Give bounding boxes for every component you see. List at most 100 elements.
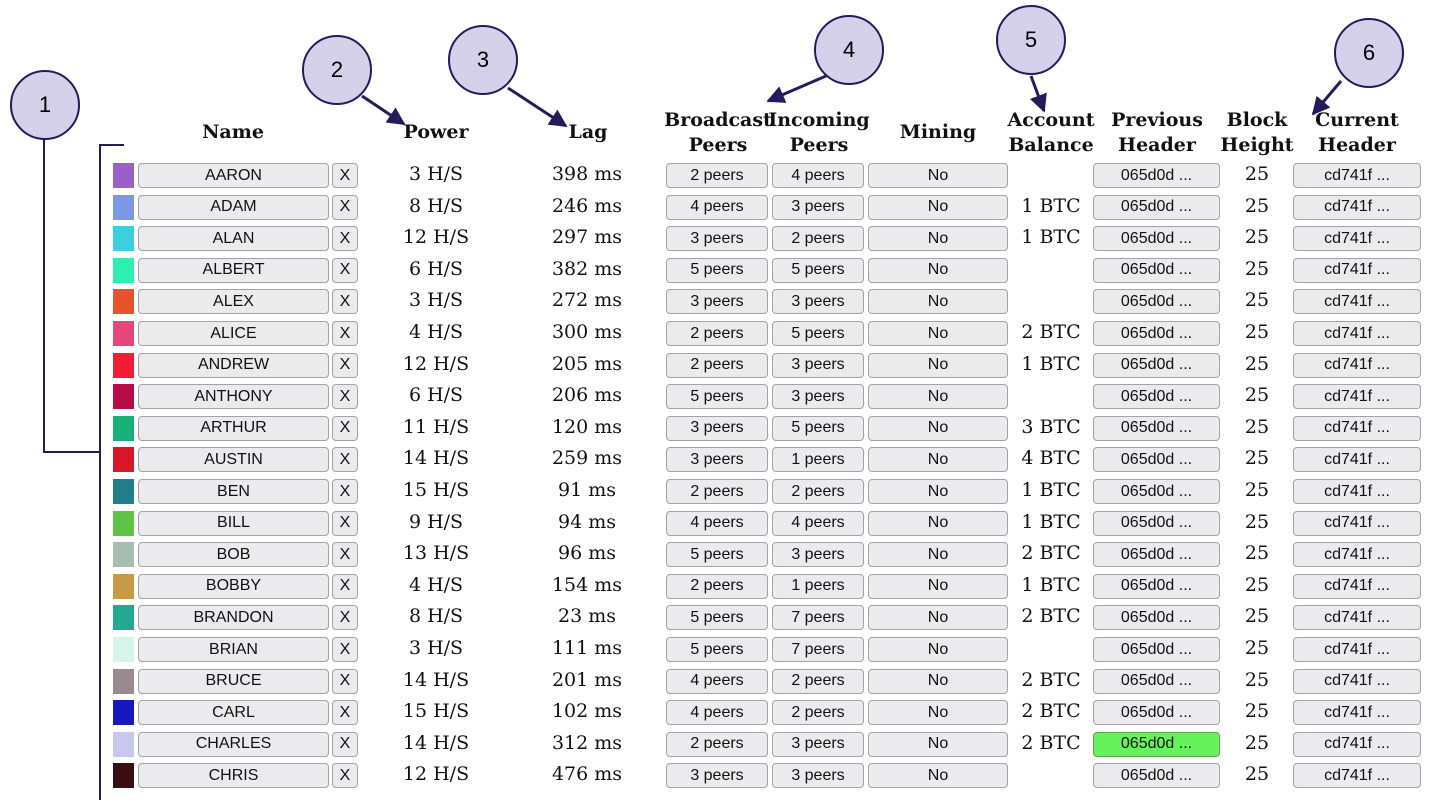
broadcast-peers-button[interactable]: 3 peers [666, 415, 768, 441]
remove-node-button[interactable]: X [332, 415, 358, 441]
previous-header-button[interactable]: 065d0d ... [1093, 289, 1220, 315]
broadcast-peers-button[interactable]: 4 peers [666, 510, 768, 536]
previous-header-button[interactable]: 065d0d ... [1093, 763, 1220, 789]
previous-header-button[interactable]: 065d0d ... [1093, 447, 1220, 473]
remove-node-button[interactable]: X [332, 573, 358, 599]
remove-node-button[interactable]: X [332, 384, 358, 410]
mining-toggle-button[interactable]: No [868, 479, 1008, 504]
node-name-button[interactable]: BILL [138, 510, 329, 536]
mining-toggle-button[interactable]: No [868, 731, 1008, 757]
broadcast-peers-button[interactable]: 4 peers [666, 700, 768, 726]
node-name-button[interactable]: BOBBY [138, 573, 329, 599]
remove-node-button[interactable]: X [332, 637, 358, 662]
current-header-button[interactable]: cd741f ... [1293, 194, 1421, 220]
previous-header-button[interactable]: 065d0d ... [1093, 257, 1220, 283]
previous-header-button[interactable]: 065d0d ... [1093, 384, 1220, 410]
mining-toggle-button[interactable]: No [868, 194, 1008, 220]
mining-toggle-button[interactable]: No [868, 573, 1008, 599]
broadcast-peers-button[interactable]: 2 peers [666, 731, 768, 757]
node-name-button[interactable]: ANDREW [138, 352, 329, 378]
remove-node-button[interactable]: X [332, 226, 358, 252]
previous-header-button[interactable]: 065d0d ... [1093, 731, 1220, 757]
broadcast-peers-button[interactable]: 3 peers [666, 447, 768, 473]
node-name-button[interactable]: ALEX [138, 289, 329, 315]
mining-toggle-button[interactable]: No [868, 163, 1008, 188]
incoming-peers-button[interactable]: 3 peers [772, 763, 864, 789]
previous-header-button[interactable]: 065d0d ... [1093, 163, 1220, 188]
remove-node-button[interactable]: X [332, 352, 358, 378]
node-name-button[interactable]: ARTHUR [138, 415, 329, 441]
remove-node-button[interactable]: X [332, 668, 358, 694]
current-header-button[interactable]: cd741f ... [1293, 700, 1421, 726]
remove-node-button[interactable]: X [332, 163, 358, 188]
node-name-button[interactable]: BRIAN [138, 637, 329, 662]
incoming-peers-button[interactable]: 3 peers [772, 731, 864, 757]
incoming-peers-button[interactable]: 5 peers [772, 257, 864, 283]
current-header-button[interactable]: cd741f ... [1293, 447, 1421, 473]
remove-node-button[interactable]: X [332, 194, 358, 220]
incoming-peers-button[interactable]: 1 peers [772, 447, 864, 473]
incoming-peers-button[interactable]: 1 peers [772, 573, 864, 599]
remove-node-button[interactable]: X [332, 447, 358, 473]
current-header-button[interactable]: cd741f ... [1293, 763, 1421, 789]
mining-toggle-button[interactable]: No [868, 352, 1008, 378]
current-header-button[interactable]: cd741f ... [1293, 637, 1421, 662]
current-header-button[interactable]: cd741f ... [1293, 257, 1421, 283]
mining-toggle-button[interactable]: No [868, 321, 1008, 346]
previous-header-button[interactable]: 065d0d ... [1093, 194, 1220, 220]
current-header-button[interactable]: cd741f ... [1293, 352, 1421, 378]
remove-node-button[interactable]: X [332, 321, 358, 346]
current-header-button[interactable]: cd741f ... [1293, 289, 1421, 315]
node-name-button[interactable]: ALICE [138, 321, 329, 346]
node-name-button[interactable]: BRANDON [138, 605, 329, 631]
mining-toggle-button[interactable]: No [868, 668, 1008, 694]
node-name-button[interactable]: AUSTIN [138, 447, 329, 473]
previous-header-button[interactable]: 065d0d ... [1093, 573, 1220, 599]
previous-header-button[interactable]: 065d0d ... [1093, 415, 1220, 441]
previous-header-button[interactable]: 065d0d ... [1093, 479, 1220, 504]
node-name-button[interactable]: BRUCE [138, 668, 329, 694]
current-header-button[interactable]: cd741f ... [1293, 226, 1421, 252]
incoming-peers-button[interactable]: 2 peers [772, 479, 864, 504]
node-name-button[interactable]: BEN [138, 479, 329, 504]
previous-header-button[interactable]: 065d0d ... [1093, 700, 1220, 726]
incoming-peers-button[interactable]: 7 peers [772, 605, 864, 631]
current-header-button[interactable]: cd741f ... [1293, 542, 1421, 568]
mining-toggle-button[interactable]: No [868, 257, 1008, 283]
broadcast-peers-button[interactable]: 5 peers [666, 637, 768, 662]
remove-node-button[interactable]: X [332, 731, 358, 757]
current-header-button[interactable]: cd741f ... [1293, 479, 1421, 504]
current-header-button[interactable]: cd741f ... [1293, 573, 1421, 599]
current-header-button[interactable]: cd741f ... [1293, 321, 1421, 346]
current-header-button[interactable]: cd741f ... [1293, 668, 1421, 694]
previous-header-button[interactable]: 065d0d ... [1093, 321, 1220, 346]
incoming-peers-button[interactable]: 5 peers [772, 415, 864, 441]
mining-toggle-button[interactable]: No [868, 700, 1008, 726]
node-name-button[interactable]: AARON [138, 163, 329, 188]
incoming-peers-button[interactable]: 3 peers [772, 194, 864, 220]
previous-header-button[interactable]: 065d0d ... [1093, 510, 1220, 536]
remove-node-button[interactable]: X [332, 700, 358, 726]
node-name-button[interactable]: ANTHONY [138, 384, 329, 410]
previous-header-button[interactable]: 065d0d ... [1093, 637, 1220, 662]
node-name-button[interactable]: ALBERT [138, 257, 329, 283]
broadcast-peers-button[interactable]: 5 peers [666, 605, 768, 631]
node-name-button[interactable]: ALAN [138, 226, 329, 252]
incoming-peers-button[interactable]: 5 peers [772, 321, 864, 346]
broadcast-peers-button[interactable]: 5 peers [666, 542, 768, 568]
broadcast-peers-button[interactable]: 5 peers [666, 384, 768, 410]
previous-header-button[interactable]: 065d0d ... [1093, 352, 1220, 378]
broadcast-peers-button[interactable]: 5 peers [666, 257, 768, 283]
current-header-button[interactable]: cd741f ... [1293, 163, 1421, 188]
incoming-peers-button[interactable]: 4 peers [772, 510, 864, 536]
incoming-peers-button[interactable]: 3 peers [772, 352, 864, 378]
mining-toggle-button[interactable]: No [868, 289, 1008, 315]
broadcast-peers-button[interactable]: 2 peers [666, 573, 768, 599]
previous-header-button[interactable]: 065d0d ... [1093, 605, 1220, 631]
broadcast-peers-button[interactable]: 4 peers [666, 668, 768, 694]
incoming-peers-button[interactable]: 3 peers [772, 542, 864, 568]
broadcast-peers-button[interactable]: 2 peers [666, 352, 768, 378]
node-name-button[interactable]: CARL [138, 700, 329, 726]
incoming-peers-button[interactable]: 3 peers [772, 289, 864, 315]
mining-toggle-button[interactable]: No [868, 542, 1008, 568]
